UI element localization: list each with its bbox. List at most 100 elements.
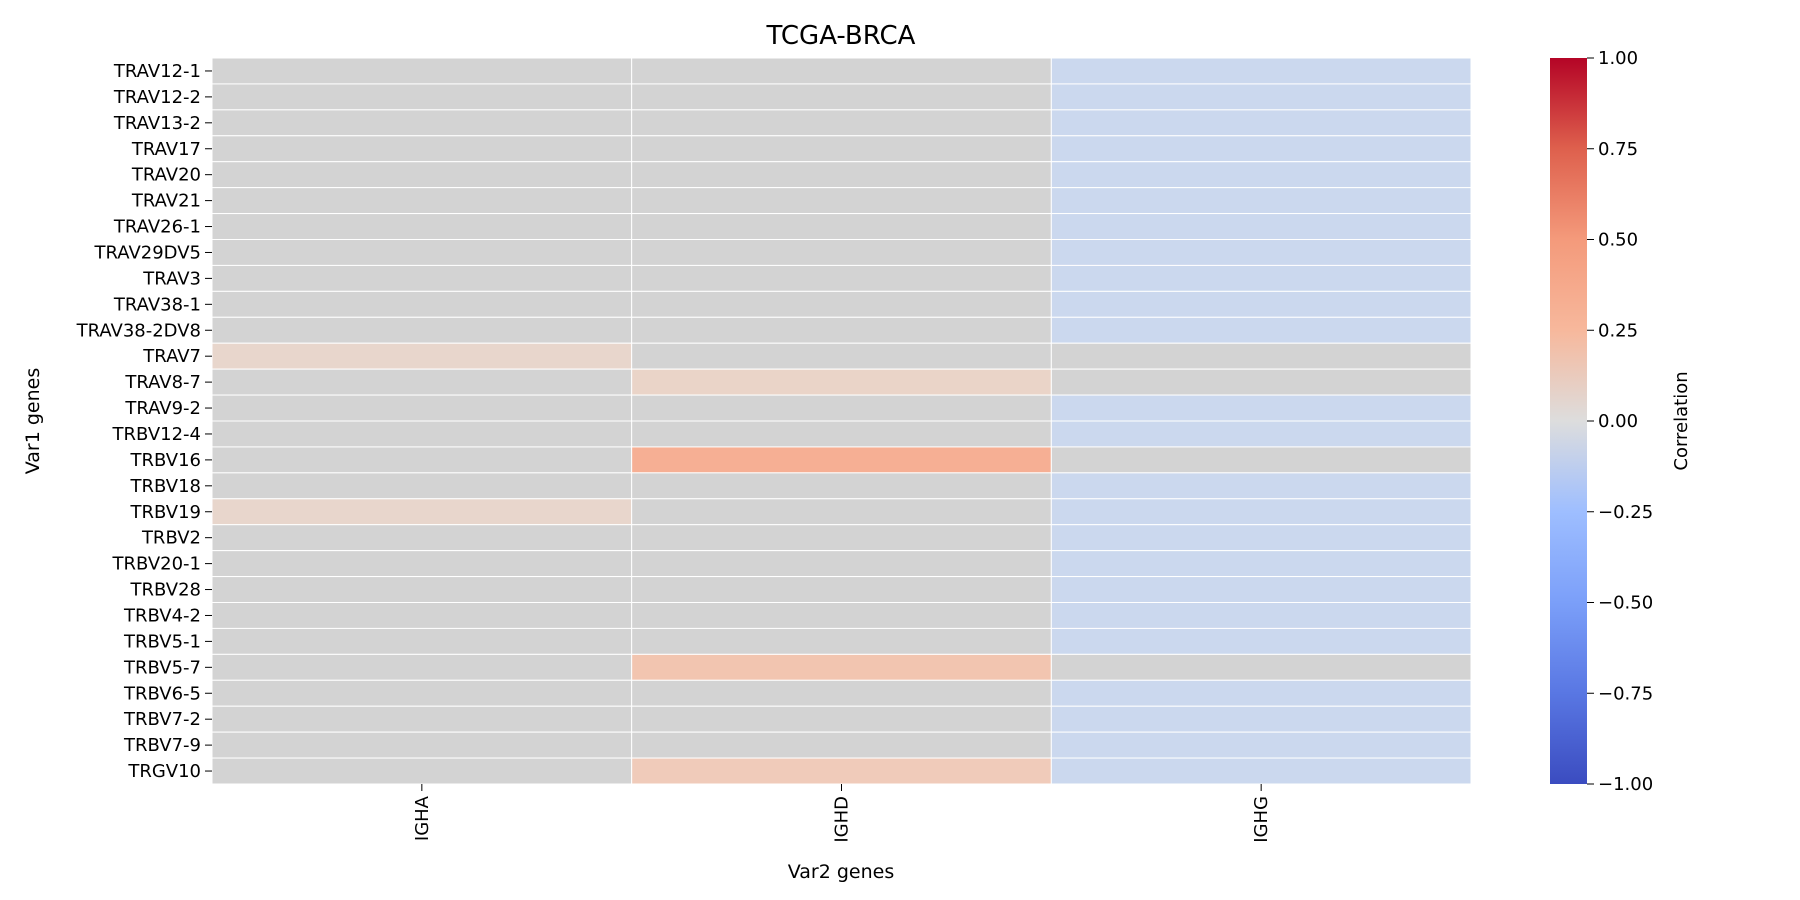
heatmap-cell xyxy=(1050,213,1472,241)
heatmap-cell xyxy=(631,213,1052,241)
y-tick-label: TRBV7-9 xyxy=(123,735,201,756)
heatmap-cell xyxy=(1050,576,1472,604)
y-tick-label: TRAV26-1 xyxy=(113,217,201,238)
heatmap-cell xyxy=(631,264,1052,292)
heatmap-cell xyxy=(211,653,633,681)
heatmap-cell xyxy=(631,368,1052,396)
x-axis-ticks: IGHA IGHD IGHG xyxy=(412,784,1272,843)
heatmap-cell xyxy=(1050,109,1472,137)
colorbar-tick-label: −0.50 xyxy=(1598,593,1653,614)
heatmap-cell xyxy=(1050,498,1472,526)
colorbar-tick-label: −0.25 xyxy=(1598,502,1653,523)
y-tick-label: TRAV12-2 xyxy=(113,87,201,108)
y-tick-label: TRBV7-2 xyxy=(123,709,201,730)
heatmap-cell xyxy=(631,731,1052,759)
y-tick-label: TRAV8-7 xyxy=(124,372,201,393)
heatmap-cell xyxy=(1050,550,1472,578)
heatmap-cell xyxy=(211,264,633,292)
heatmap-cell xyxy=(211,498,633,526)
y-tick-label: TRBV4-2 xyxy=(123,605,201,626)
heatmap-cell xyxy=(1050,420,1472,448)
heatmap-cell xyxy=(211,109,633,137)
x-tick-label: IGHD xyxy=(832,796,853,843)
colorbar-ticks: 1.00 0.75 0.50 0.25 0.00 −0.25 −0.50 −0.75 −1.00 xyxy=(1587,48,1653,795)
heatmap-cell xyxy=(211,187,633,215)
heatmap-cell xyxy=(1050,187,1472,215)
heatmap-cells xyxy=(211,57,1472,785)
heatmap-cell xyxy=(631,316,1052,344)
y-tick-label: TRAV7 xyxy=(142,346,201,367)
heatmap-cell xyxy=(631,705,1052,733)
heatmap-cell xyxy=(1050,135,1472,163)
y-tick-label: TRBV18 xyxy=(129,476,201,497)
heatmap-cell xyxy=(1050,83,1472,111)
heatmap-cell xyxy=(1050,602,1472,629)
heatmap-cell xyxy=(631,187,1052,215)
heatmap-cell xyxy=(1050,316,1472,344)
heatmap-cell xyxy=(211,627,633,655)
heatmap-cell xyxy=(211,757,633,785)
heatmap-cell xyxy=(211,550,633,578)
heatmap-cell xyxy=(1050,705,1472,733)
heatmap-cell xyxy=(1050,446,1472,474)
heatmap-cell xyxy=(211,368,633,396)
y-tick-label: TRAV38-2DV8 xyxy=(76,320,201,341)
heatmap-cell xyxy=(631,524,1052,552)
y-tick-label: TRAV17 xyxy=(131,139,201,160)
heatmap-cell xyxy=(211,446,633,474)
heatmap-cell xyxy=(211,290,633,318)
heatmap-cell xyxy=(631,472,1052,500)
x-tick-label: IGHG xyxy=(1251,796,1272,843)
heatmap-cell xyxy=(631,83,1052,111)
y-tick-label: TRAV9-2 xyxy=(124,398,201,419)
heatmap-cell xyxy=(631,602,1052,629)
heatmap-cell xyxy=(211,705,633,733)
heatmap-cell xyxy=(1050,731,1472,759)
heatmap-cell xyxy=(211,576,633,604)
y-tick-label: TRAV29DV5 xyxy=(94,242,201,263)
heatmap-cell xyxy=(1050,290,1472,318)
heatmap-cell xyxy=(631,679,1052,707)
colorbar-tick-label: 0.00 xyxy=(1598,411,1638,432)
y-tick-label: TRBV19 xyxy=(129,502,201,523)
colorbar-tick-label: 0.25 xyxy=(1598,320,1638,341)
heatmap-cell xyxy=(631,420,1052,448)
chart-title: TCGA-BRCA xyxy=(766,21,916,51)
y-tick-label: TRAV3 xyxy=(142,268,201,289)
heatmap-cell xyxy=(1050,57,1472,85)
y-tick-label: TRGV10 xyxy=(127,761,201,782)
colorbar-tick-label: 1.00 xyxy=(1598,48,1638,69)
colorbar-tick-label: −0.75 xyxy=(1598,683,1653,704)
x-tick-label: IGHA xyxy=(412,795,433,841)
heatmap-cell xyxy=(631,757,1052,785)
heatmap-cell xyxy=(211,394,633,422)
heatmap-cell xyxy=(211,213,633,241)
y-tick-label: TRBV2 xyxy=(141,528,201,549)
heatmap-cell xyxy=(1050,757,1472,785)
colorbar xyxy=(1550,58,1587,784)
colorbar-label: Correlation xyxy=(1671,371,1692,470)
heatmap-cell xyxy=(1050,342,1472,370)
heatmap-cell xyxy=(211,420,633,448)
colorbar-tick-label: −1.00 xyxy=(1598,774,1653,795)
heatmap-cell xyxy=(631,576,1052,604)
heatmap-cell xyxy=(211,472,633,500)
heatmap-cell xyxy=(631,161,1052,189)
y-tick-label: TRAV13-2 xyxy=(113,113,201,134)
heatmap-cell xyxy=(631,394,1052,422)
heatmap-cell xyxy=(1050,394,1472,422)
heatmap-cell xyxy=(1050,368,1472,396)
heatmap-cell xyxy=(631,498,1052,526)
heatmap-cell xyxy=(1050,161,1472,189)
y-tick-label: TRBV16 xyxy=(129,450,201,471)
heatmap-cell xyxy=(1050,524,1472,552)
heatmap-cell xyxy=(1050,627,1472,655)
heatmap-cell xyxy=(1050,264,1472,292)
heatmap-cell xyxy=(211,602,633,629)
heatmap-cell xyxy=(631,446,1052,474)
y-tick-label: TRAV38-1 xyxy=(113,294,201,315)
colorbar-tick-label: 0.50 xyxy=(1598,230,1638,251)
y-axis-label: Var1 genes xyxy=(22,368,44,475)
heatmap-cell xyxy=(211,316,633,344)
y-tick-label: TRAV20 xyxy=(131,165,201,186)
